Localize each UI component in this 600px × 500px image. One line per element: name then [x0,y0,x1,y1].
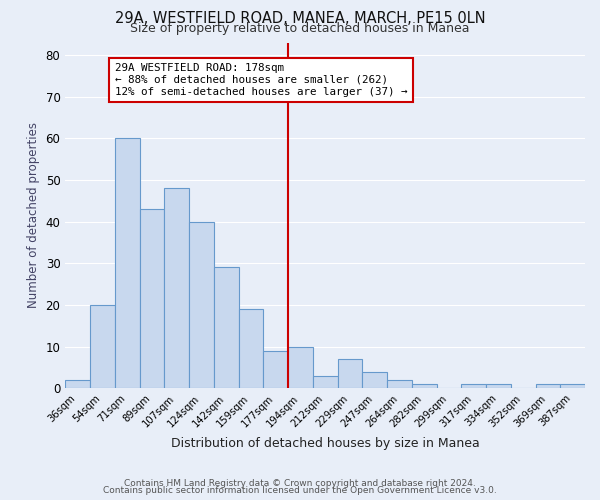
Bar [313,376,338,388]
Text: Contains HM Land Registry data © Crown copyright and database right 2024.: Contains HM Land Registry data © Crown c… [124,478,476,488]
Bar [90,305,115,388]
Bar [486,384,511,388]
Bar [239,309,263,388]
Bar [461,384,486,388]
X-axis label: Distribution of detached houses by size in Manea: Distribution of detached houses by size … [171,437,479,450]
Bar [362,372,387,388]
Bar [115,138,140,388]
Bar [412,384,437,388]
Bar [214,268,239,388]
Bar [140,209,164,388]
Bar [338,359,362,388]
Bar [560,384,585,388]
Bar [536,384,560,388]
Bar [387,380,412,388]
Bar [288,346,313,388]
Bar [263,350,288,388]
Text: 29A WESTFIELD ROAD: 178sqm
← 88% of detached houses are smaller (262)
12% of sem: 29A WESTFIELD ROAD: 178sqm ← 88% of deta… [115,64,407,96]
Y-axis label: Number of detached properties: Number of detached properties [27,122,40,308]
Text: Size of property relative to detached houses in Manea: Size of property relative to detached ho… [130,22,470,35]
Bar [65,380,90,388]
Text: 29A, WESTFIELD ROAD, MANEA, MARCH, PE15 0LN: 29A, WESTFIELD ROAD, MANEA, MARCH, PE15 … [115,11,485,26]
Text: Contains public sector information licensed under the Open Government Licence v3: Contains public sector information licen… [103,486,497,495]
Bar [164,188,189,388]
Bar [189,222,214,388]
